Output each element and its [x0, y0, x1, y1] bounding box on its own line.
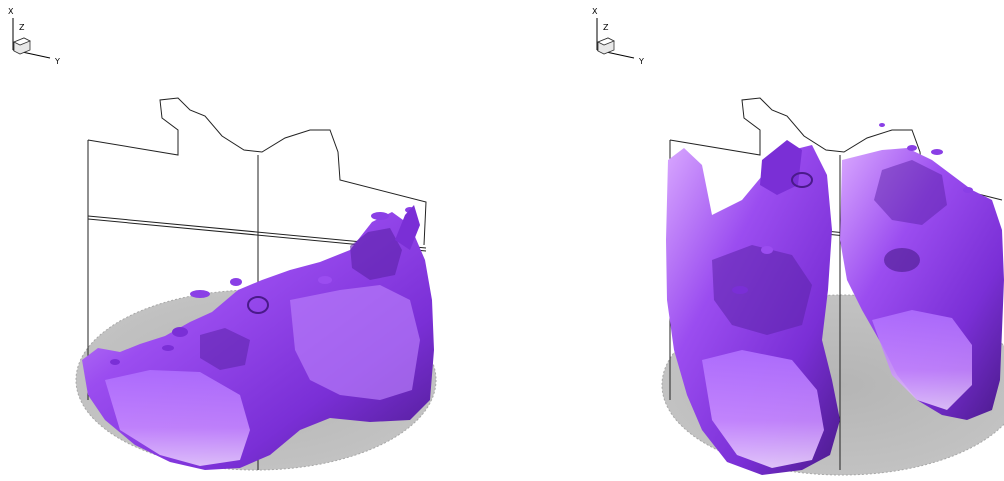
- isosurface-right: [666, 123, 1004, 475]
- z-axis-label: Z: [19, 23, 25, 32]
- y-axis-label: Y: [638, 57, 644, 66]
- isosurface-left: [82, 205, 434, 470]
- left-panel: X Z Y: [8, 7, 437, 471]
- x-axis-label: X: [592, 7, 598, 16]
- left-visualization: X Z Y: [8, 7, 437, 471]
- z-axis-label: Z: [603, 23, 609, 32]
- y-axis-label: Y: [54, 57, 60, 66]
- axis-triad-right: X Z Y: [592, 7, 644, 66]
- x-axis-label: X: [8, 7, 14, 16]
- axis-triad-left: X Z Y: [8, 7, 60, 66]
- right-panel: X Z Y: [502, 0, 1004, 481]
- right-visualization: X Z Y: [592, 7, 1004, 476]
